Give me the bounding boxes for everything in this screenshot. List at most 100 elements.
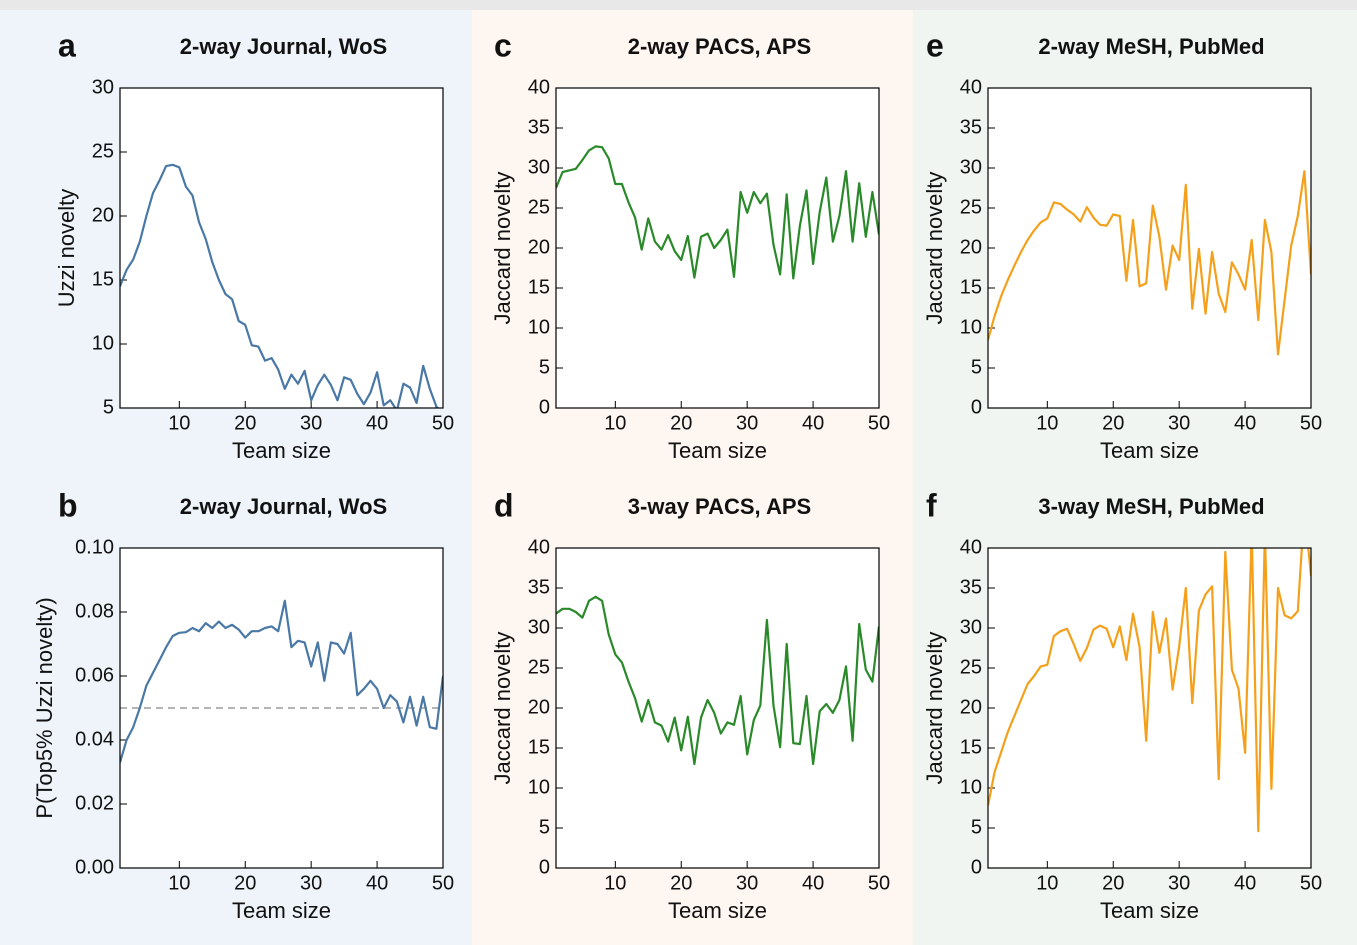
panel-title: 2-way PACS, APS: [628, 34, 811, 59]
panel-title: 2-way Journal, WoS: [180, 34, 387, 59]
x-tick-label: 10: [604, 872, 626, 894]
y-tick-label: 10: [960, 316, 982, 338]
y-axis-label: Jaccard novelty: [490, 632, 515, 785]
y-tick-label: 25: [528, 656, 550, 678]
plot-frame: [555, 547, 880, 869]
y-tick-label: 30: [528, 616, 550, 638]
y-tick-label: 20: [92, 204, 114, 226]
x-tick-label: 10: [1036, 872, 1058, 894]
y-tick-label: 10: [960, 776, 982, 798]
panel-letter: d: [494, 487, 514, 523]
y-tick-label: 30: [528, 156, 550, 178]
y-tick-label: 15: [92, 268, 114, 290]
data-line: [988, 170, 1311, 356]
y-tick-label: 15: [960, 736, 982, 758]
y-axis-label: P(Top5% Uzzi novelty): [32, 597, 57, 818]
x-tick-label: 10: [168, 872, 190, 894]
y-tick-label: 15: [528, 276, 550, 298]
data-line: [120, 599, 443, 763]
y-tick-label: 20: [960, 236, 982, 258]
plot-area: [556, 548, 879, 868]
x-tick-label: 30: [736, 872, 758, 894]
y-tick-label: 0.08: [75, 600, 114, 622]
panel-title: 3-way MeSH, PubMed: [1038, 494, 1264, 519]
x-tick-label: 30: [300, 412, 322, 434]
y-tick-label: 25: [528, 196, 550, 218]
y-tick-label: 40: [960, 536, 982, 558]
x-tick-label: 30: [1168, 872, 1190, 894]
x-tick-label: 50: [432, 412, 454, 434]
panel: 0 5 10 15 20 25 30 35 40 10 20 30 40 50 f 3-way MeSH, P…: [922, 487, 1322, 922]
x-tick-label: 20: [1102, 872, 1124, 894]
panel: 0.00 0.02 0.04 0.06 0.08 0.10 10 20 30 40 50 b 2-way…: [32, 487, 454, 922]
y-tick-label: 0.02: [75, 792, 114, 814]
panel-letter: c: [494, 27, 512, 63]
panel: 0 5 10 15 20 25 30 35 40 10 20 30 40 50 d 3-way PACS, A…: [490, 487, 890, 922]
panel: 0 5 10 15 20 25 30 35 40 10 20 30 40 50 c 2-way PACS, A…: [490, 27, 890, 462]
y-tick-label: 20: [528, 236, 550, 258]
y-tick-label: 30: [960, 156, 982, 178]
y-tick-label: 40: [528, 76, 550, 98]
y-tick-label: 0.10: [75, 536, 114, 558]
plot-frame: [119, 87, 444, 409]
y-tick-label: 20: [960, 696, 982, 718]
plot-frame: [987, 87, 1312, 409]
x-tick-label: 40: [802, 872, 824, 894]
y-axis-label: Jaccard novelty: [922, 172, 947, 325]
x-tick-label: 10: [604, 412, 626, 434]
plot-frame: [119, 547, 444, 869]
panel-letter: f: [926, 487, 937, 523]
plot-area: [120, 88, 443, 408]
y-tick-label: 20: [528, 696, 550, 718]
y-tick-label: 5: [971, 356, 982, 378]
y-tick-label: 30: [960, 616, 982, 638]
x-tick-label: 50: [868, 872, 890, 894]
y-tick-label: 0: [539, 396, 550, 418]
x-axis-label: Team size: [668, 898, 767, 923]
y-tick-label: 0.06: [75, 664, 114, 686]
x-tick-label: 30: [300, 872, 322, 894]
panel-letter: b: [58, 487, 78, 523]
x-tick-label: 40: [802, 412, 824, 434]
data-line: [556, 145, 879, 280]
y-tick-label: 0: [971, 856, 982, 878]
x-tick-label: 20: [234, 412, 256, 434]
y-tick-label: 15: [960, 276, 982, 298]
y-axis-label: Jaccard novelty: [490, 172, 515, 325]
x-tick-label: 50: [868, 412, 890, 434]
plot-frame: [555, 87, 880, 409]
y-tick-label: 25: [92, 140, 114, 162]
x-tick-label: 50: [1300, 872, 1322, 894]
y-axis-label: Jaccard novelty: [922, 632, 947, 785]
x-tick-label: 40: [1234, 872, 1256, 894]
x-tick-label: 20: [670, 872, 692, 894]
y-tick-label: 10: [528, 776, 550, 798]
x-tick-label: 20: [234, 872, 256, 894]
y-axis-label: Uzzi novelty: [54, 189, 79, 308]
plot-frame: [987, 547, 1312, 869]
x-tick-label: 30: [736, 412, 758, 434]
x-tick-label: 50: [1300, 412, 1322, 434]
y-tick-label: 40: [528, 536, 550, 558]
y-tick-label: 5: [103, 396, 114, 418]
y-tick-label: 35: [528, 116, 550, 138]
y-tick-label: 5: [971, 816, 982, 838]
panel-title: 2-way Journal, WoS: [180, 494, 387, 519]
x-tick-label: 10: [168, 412, 190, 434]
y-tick-label: 35: [528, 576, 550, 598]
plot-area: [556, 88, 879, 408]
panel-letter: a: [58, 27, 76, 63]
data-line: [556, 595, 879, 766]
y-tick-label: 10: [528, 316, 550, 338]
y-tick-label: 0: [539, 856, 550, 878]
x-tick-label: 50: [432, 872, 454, 894]
panel: 5 10 15 20 25 30 10 20 30 40 50 a 2-way Journal, WoS…: [54, 27, 454, 462]
y-tick-label: 0.00: [75, 856, 114, 878]
x-tick-label: 40: [366, 412, 388, 434]
data-line: [988, 548, 1311, 833]
y-tick-label: 40: [960, 76, 982, 98]
top-strip: [0, 0, 1357, 10]
panel-title: 3-way PACS, APS: [628, 494, 811, 519]
y-tick-label: 30: [92, 76, 114, 98]
